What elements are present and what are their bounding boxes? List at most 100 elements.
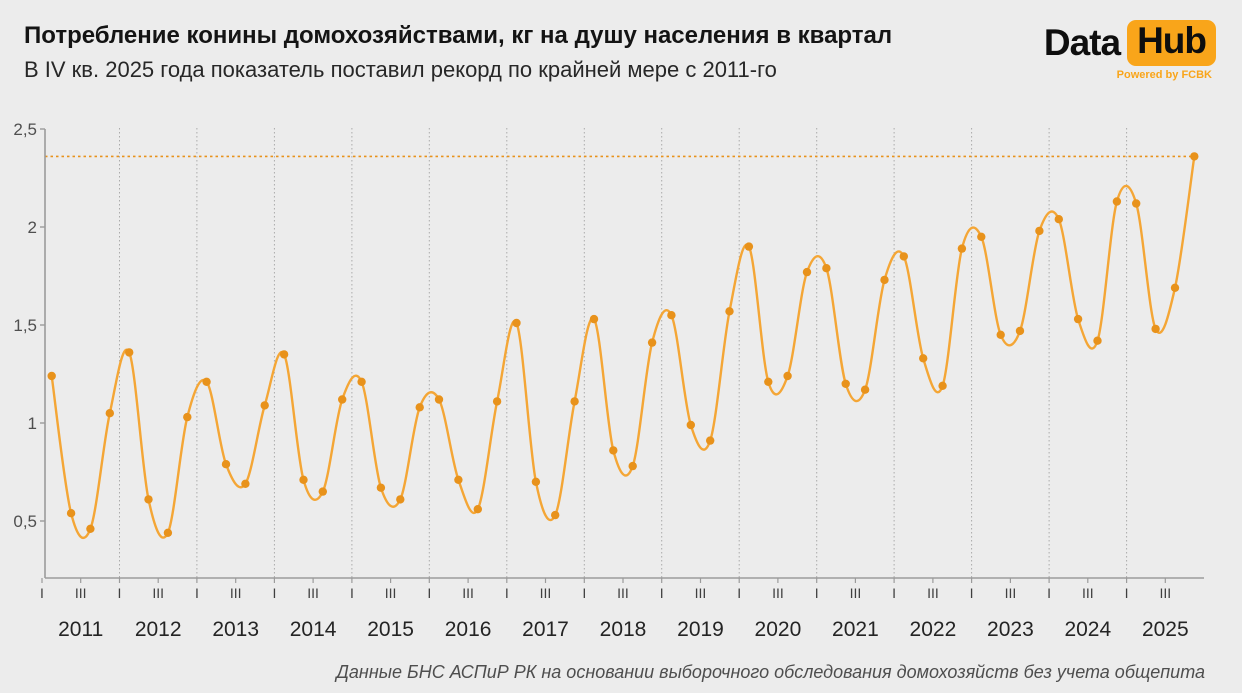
data-point bbox=[647, 338, 657, 347]
data-point bbox=[744, 242, 754, 251]
series-line bbox=[50, 155, 1196, 540]
year-label: 2014 bbox=[290, 618, 337, 641]
data-point bbox=[899, 252, 908, 261]
quarter-tick-label: I bbox=[582, 585, 586, 601]
data-point bbox=[783, 371, 792, 381]
quarter-tick-label: III bbox=[307, 585, 319, 601]
data-point bbox=[628, 461, 637, 471]
datahub-logo-wordmark: Data Hub bbox=[1044, 20, 1216, 66]
data-point bbox=[241, 479, 250, 488]
quarter-tick-label: III bbox=[772, 585, 784, 601]
data-point bbox=[299, 475, 308, 484]
logo-text-data: Data bbox=[1043, 22, 1121, 63]
year-label: 2020 bbox=[755, 618, 802, 641]
year-label: 2015 bbox=[367, 618, 414, 641]
data-point bbox=[1151, 324, 1160, 334]
data-point bbox=[66, 509, 76, 518]
year-label: 2024 bbox=[1064, 618, 1111, 641]
chart-subtitle: В IV кв. 2025 года показатель поставил р… bbox=[24, 56, 777, 82]
data-point bbox=[512, 318, 521, 328]
data-point bbox=[202, 377, 211, 386]
data-point bbox=[686, 420, 695, 430]
data-point bbox=[86, 524, 95, 533]
datahub-logo: Data Hub Powered by FCBK bbox=[1044, 20, 1216, 81]
year-label: 2019 bbox=[677, 618, 724, 641]
data-point bbox=[376, 483, 386, 492]
quarter-tick-label: I bbox=[195, 585, 199, 601]
data-point bbox=[260, 401, 269, 410]
year-label: 2023 bbox=[987, 618, 1034, 641]
year-label: 2013 bbox=[212, 618, 259, 641]
source-caption: Данные БНС АСПиР РК на основании выбороч… bbox=[336, 662, 1205, 682]
year-label: 2022 bbox=[910, 618, 957, 641]
quarter-tick-label: I bbox=[118, 585, 122, 601]
logo-text-hub: Hub bbox=[1127, 20, 1216, 66]
y-tick-label: 0,5 bbox=[13, 512, 37, 531]
data-point bbox=[880, 275, 889, 285]
quarter-tick-label: I bbox=[1047, 585, 1051, 601]
year-label: 2017 bbox=[522, 618, 569, 641]
quarter-tick-label: III bbox=[1082, 585, 1094, 601]
data-point bbox=[802, 267, 812, 277]
year-label: 2012 bbox=[135, 618, 182, 641]
quarter-tick-label: I bbox=[737, 585, 741, 601]
quarter-tick-label: I bbox=[350, 585, 354, 601]
data-point bbox=[105, 409, 115, 418]
chart-header: Потребление конины домохозяйствами, кг н… bbox=[24, 22, 892, 83]
data-point bbox=[221, 460, 231, 469]
data-point bbox=[1093, 336, 1102, 345]
quarter-tick-label: III bbox=[152, 585, 164, 601]
data-point bbox=[706, 436, 715, 445]
quarter-tick-label: III bbox=[230, 585, 242, 601]
data-point bbox=[938, 381, 947, 390]
data-point bbox=[279, 350, 289, 359]
chart-title: Потребление конины домохозяйствами, кг н… bbox=[24, 22, 893, 49]
logo-tagline: Powered by FCBK bbox=[1116, 69, 1212, 81]
data-point bbox=[357, 377, 366, 386]
data-point bbox=[1015, 326, 1025, 336]
data-point bbox=[1054, 215, 1064, 224]
data-point bbox=[919, 354, 928, 363]
data-point bbox=[163, 528, 173, 537]
quarter-tick-label: I bbox=[892, 585, 896, 601]
quarter-tick-label: III bbox=[462, 585, 474, 601]
quarter-tick-label: I bbox=[505, 585, 509, 601]
data-point bbox=[667, 311, 676, 320]
y-tick-label: 1 bbox=[28, 414, 37, 433]
quarter-tick-label: III bbox=[695, 585, 707, 601]
data-point bbox=[1035, 226, 1044, 236]
quarter-tick-label: I bbox=[272, 585, 276, 601]
quarter-tick-label: III bbox=[617, 585, 629, 601]
data-point bbox=[492, 397, 502, 406]
quarter-tick-label: III bbox=[1005, 585, 1017, 601]
y-tick-label: 2,5 bbox=[13, 120, 37, 139]
data-point bbox=[822, 264, 831, 273]
data-point bbox=[1073, 314, 1083, 324]
quarter-tick-label: I bbox=[1125, 585, 1129, 601]
year-label: 2011 bbox=[58, 618, 103, 641]
quarter-tick-label: III bbox=[1159, 585, 1171, 601]
data-point bbox=[47, 371, 56, 381]
quarter-tick-label: III bbox=[927, 585, 939, 601]
data-point bbox=[1190, 152, 1199, 161]
data-point bbox=[415, 403, 424, 412]
data-point bbox=[589, 314, 599, 324]
year-label: 2021 bbox=[832, 618, 879, 641]
year-label: 2016 bbox=[445, 618, 492, 641]
data-point bbox=[764, 377, 773, 386]
quarter-tick-label: III bbox=[850, 585, 862, 601]
data-point bbox=[570, 397, 579, 406]
quarter-tick-label: I bbox=[427, 585, 431, 601]
quarter-tick-label: I bbox=[970, 585, 974, 601]
data-point bbox=[725, 307, 734, 316]
data-point bbox=[551, 510, 560, 520]
data-point bbox=[318, 487, 327, 496]
data-point bbox=[977, 232, 986, 241]
data-point bbox=[434, 395, 444, 404]
quarter-tick-label: I bbox=[40, 585, 44, 601]
data-point bbox=[1112, 197, 1122, 206]
data-point bbox=[396, 495, 405, 504]
quarter-tick-label: I bbox=[660, 585, 664, 601]
quarter-tick-label: III bbox=[75, 585, 87, 601]
